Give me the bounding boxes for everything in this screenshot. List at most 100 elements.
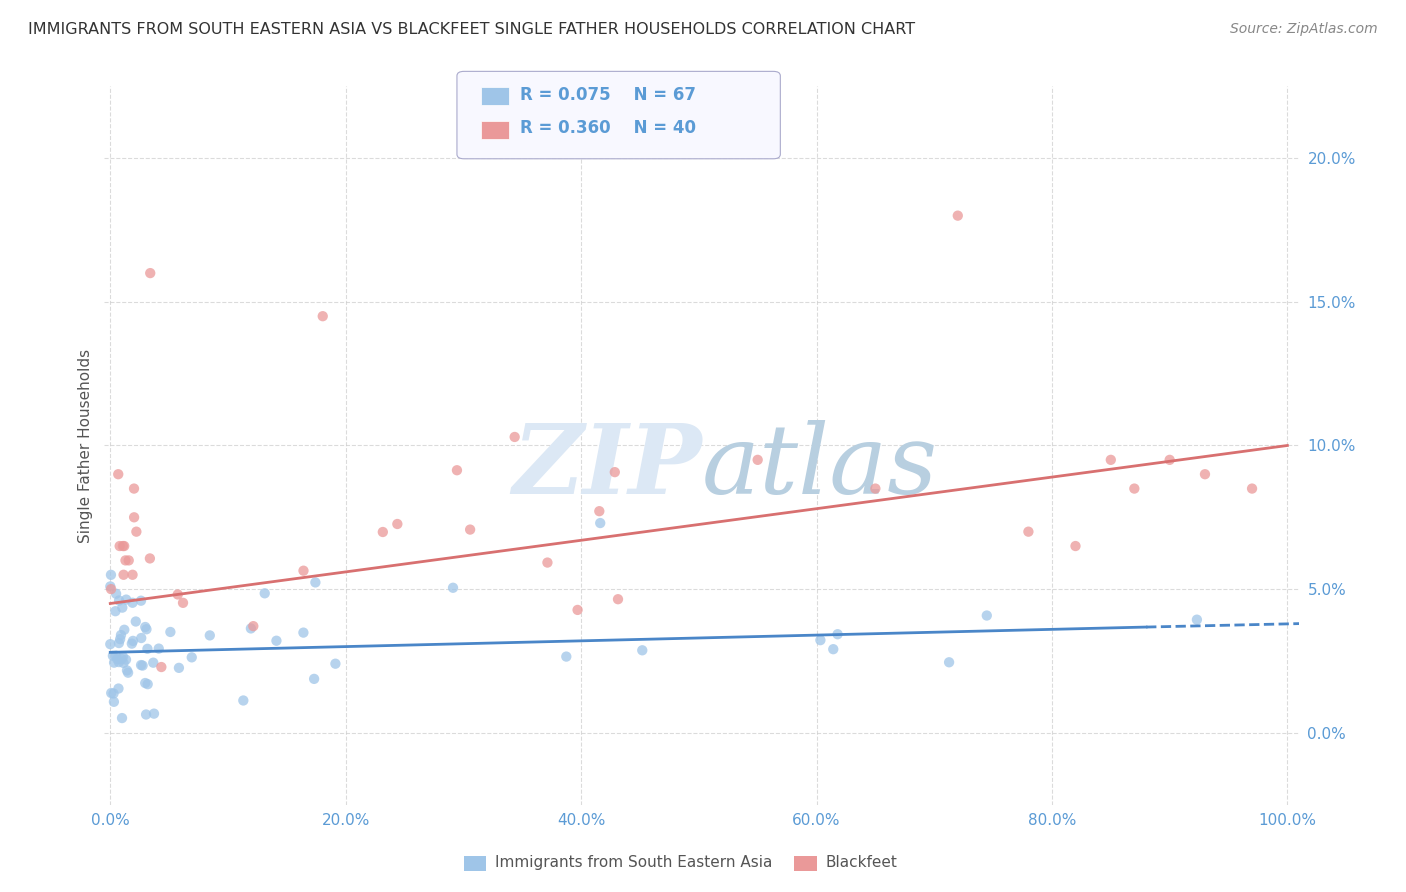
Point [139, 551, 162, 566]
Point [1159, 453, 1181, 467]
Point [115, 664, 138, 678]
Point [112, 656, 135, 670]
Point [253, 586, 276, 600]
Point [118, 553, 141, 567]
Point [115, 653, 138, 667]
Text: Blackfeet: Blackfeet [825, 855, 897, 870]
Point [105, 587, 128, 601]
Point [121, 637, 143, 651]
Point [946, 209, 969, 223]
Point [110, 628, 132, 642]
Point [567, 603, 589, 617]
Point [114, 553, 136, 567]
Point [131, 658, 153, 673]
Point [1099, 453, 1122, 467]
Point [441, 581, 464, 595]
Point [104, 648, 127, 663]
Point [108, 632, 131, 647]
Point [747, 453, 769, 467]
Point [103, 695, 125, 709]
Point [312, 309, 335, 323]
Point [603, 465, 626, 479]
Text: Source: ZipAtlas.com: Source: ZipAtlas.com [1230, 22, 1378, 37]
Point [555, 649, 578, 664]
Point [458, 523, 481, 537]
Point [136, 677, 159, 691]
Point [135, 622, 157, 636]
Point [136, 641, 159, 656]
Point [607, 592, 630, 607]
Point [104, 604, 127, 618]
Point [111, 711, 134, 725]
Point [107, 467, 129, 482]
Point [292, 625, 315, 640]
Point [167, 661, 190, 675]
Point [108, 593, 131, 607]
Point [180, 650, 202, 665]
Point [129, 593, 152, 607]
Point [100, 686, 122, 700]
Point [371, 524, 394, 539]
Point [108, 636, 131, 650]
Point [111, 539, 134, 553]
Point [232, 693, 254, 707]
Point [198, 628, 221, 642]
Point [142, 656, 165, 670]
Point [239, 622, 262, 636]
Point [242, 619, 264, 633]
Point [98, 579, 121, 593]
Point [292, 564, 315, 578]
Point [823, 642, 845, 657]
Y-axis label: Single Father Households: Single Father Households [79, 349, 93, 542]
Point [159, 624, 181, 639]
Point [134, 676, 156, 690]
Point [938, 655, 960, 669]
Point [865, 482, 887, 496]
Point [266, 633, 288, 648]
Point [110, 652, 132, 666]
Point [101, 648, 124, 663]
Point [125, 615, 148, 629]
Point [166, 587, 188, 601]
Point [172, 596, 194, 610]
Point [117, 665, 139, 680]
Point [122, 482, 145, 496]
Point [1064, 539, 1087, 553]
Point [304, 575, 326, 590]
Point [108, 655, 131, 669]
Text: ZIP: ZIP [512, 420, 702, 514]
Point [827, 627, 849, 641]
Point [446, 463, 468, 477]
Point [1185, 613, 1208, 627]
Text: R = 0.360    N = 40: R = 0.360 N = 40 [520, 120, 696, 137]
Point [536, 556, 558, 570]
Text: IMMIGRANTS FROM SOUTH EASTERN ASIA VS BLACKFEET SINGLE FATHER HOUSEHOLDS CORRELA: IMMIGRANTS FROM SOUTH EASTERN ASIA VS BL… [28, 22, 915, 37]
Text: R = 0.075    N = 67: R = 0.075 N = 67 [520, 86, 696, 103]
Point [589, 516, 612, 530]
Point [108, 539, 131, 553]
Point [103, 656, 125, 670]
Point [631, 643, 654, 657]
Point [121, 596, 143, 610]
Text: Immigrants from South Eastern Asia: Immigrants from South Eastern Asia [495, 855, 772, 870]
Text: atlas: atlas [702, 420, 938, 514]
Point [98, 637, 121, 651]
Point [111, 600, 134, 615]
Point [105, 652, 128, 666]
Point [325, 657, 347, 671]
Point [129, 631, 152, 645]
Point [115, 592, 138, 607]
Point [107, 681, 129, 696]
Point [122, 510, 145, 524]
Point [148, 641, 170, 656]
Point [143, 706, 166, 721]
Point [808, 633, 831, 648]
Point [112, 567, 135, 582]
Point [135, 707, 157, 722]
Point [1017, 524, 1039, 539]
Point [302, 672, 325, 686]
Point [150, 660, 173, 674]
Point [1123, 482, 1146, 496]
Point [121, 567, 143, 582]
Point [134, 620, 156, 634]
